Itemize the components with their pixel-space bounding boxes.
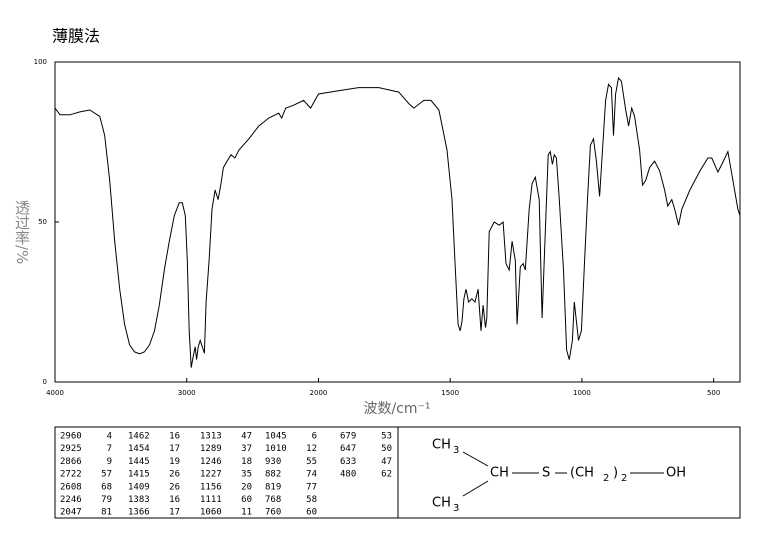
peak-transmittance: 68 (101, 482, 112, 492)
x-tick-label: 4000 (46, 389, 64, 397)
x-tick-label: 2000 (310, 389, 328, 397)
peak-wavenumber: 1246 (200, 457, 222, 467)
atom: CH (490, 466, 509, 481)
peak-wavenumber: 819 (265, 482, 281, 492)
peak-transmittance: 19 (169, 457, 180, 467)
x-axis-label: 波数/cm⁻¹ (363, 401, 430, 417)
structure: CH 3 CH S (CH 2 ) 2 OH CH 3 (432, 438, 686, 515)
peak-wavenumber: 1366 (128, 508, 150, 518)
atom: (CH (570, 466, 594, 481)
peak-transmittance: 7 (107, 444, 112, 454)
peak-wavenumber: 1045 (265, 432, 287, 442)
peak-transmittance: 47 (241, 432, 252, 442)
y-tick-label: 0 (43, 378, 47, 386)
peak-wavenumber: 930 (265, 457, 281, 467)
peak-transmittance: 47 (381, 457, 392, 467)
peak-wavenumber: 1060 (200, 508, 222, 518)
peak-transmittance: 18 (241, 457, 252, 467)
peak-wavenumber: 2866 (60, 457, 82, 467)
peak-transmittance: 57 (101, 470, 112, 480)
peak-transmittance: 58 (306, 495, 317, 505)
peak-transmittance: 81 (101, 508, 112, 518)
peak-transmittance: 20 (241, 482, 252, 492)
subscript: 3 (453, 503, 459, 514)
peak-wavenumber: 633 (340, 457, 356, 467)
x-tick-label: 3000 (178, 389, 196, 397)
peak-transmittance: 53 (381, 432, 392, 442)
peak-transmittance: 79 (101, 495, 112, 505)
peak-wavenumber: 480 (340, 470, 356, 480)
peak-transmittance: 55 (306, 457, 317, 467)
peak-wavenumber: 1409 (128, 482, 150, 492)
peak-transmittance: 12 (306, 444, 317, 454)
peak-wavenumber: 882 (265, 470, 281, 480)
spectrum-line (54, 76, 741, 368)
x-tick-label: 1500 (441, 389, 459, 397)
peak-transmittance: 17 (169, 508, 180, 518)
y-tick-label: 50 (38, 218, 47, 226)
peak-wavenumber: 1415 (128, 470, 150, 480)
peak-transmittance: 62 (381, 470, 392, 480)
subscript: 2 (603, 473, 609, 484)
peak-wavenumber: 1010 (265, 444, 287, 454)
bond (462, 480, 489, 497)
peak-transmittance: 50 (381, 444, 392, 454)
subscript: 2 (621, 473, 627, 484)
peak-wavenumber: 1454 (128, 444, 150, 454)
peak-transmittance: 11 (241, 508, 252, 518)
peak-transmittance: 16 (169, 495, 180, 505)
bond (462, 451, 489, 467)
peak-wavenumber: 647 (340, 444, 356, 454)
peak-transmittance: 77 (306, 482, 317, 492)
x-tick-label: 1000 (573, 389, 591, 397)
y-axis-label: 透过率/% (13, 200, 31, 265)
peak-wavenumber: 2246 (60, 495, 82, 505)
atom: OH (666, 466, 686, 481)
peak-transmittance: 74 (306, 470, 317, 480)
peak-transmittance: 35 (241, 470, 252, 480)
peak-transmittance: 26 (169, 470, 180, 480)
peak-wavenumber: 1289 (200, 444, 222, 454)
peak-transmittance: 17 (169, 444, 180, 454)
atom: CH (432, 496, 451, 511)
peak-transmittance: 9 (107, 457, 112, 467)
peak-transmittance: 6 (312, 432, 317, 442)
paren: ) (613, 466, 618, 481)
chart-title: 薄膜法 (52, 27, 100, 46)
peak-transmittance: 4 (107, 432, 112, 442)
peak-wavenumber: 760 (265, 508, 281, 518)
peak-wavenumber: 1156 (200, 482, 222, 492)
peak-wavenumber: 1445 (128, 457, 150, 467)
peak-wavenumber: 2960 (60, 432, 82, 442)
peak-wavenumber: 2722 (60, 470, 82, 480)
y-tick-label: 100 (34, 58, 47, 66)
plot-frame (54, 61, 741, 383)
peak-transmittance: 60 (306, 508, 317, 518)
atom: S (542, 466, 550, 481)
peak-wavenumber: 679 (340, 432, 356, 442)
peak-wavenumber: 2608 (60, 482, 82, 492)
x-tick-label: 500 (707, 389, 720, 397)
peak-wavenumber: 1462 (128, 432, 150, 442)
peak-wavenumber: 1383 (128, 495, 150, 505)
peak-transmittance: 16 (169, 432, 180, 442)
peak-transmittance: 37 (241, 444, 252, 454)
peak-wavenumber: 768 (265, 495, 281, 505)
peak-wavenumber: 2047 (60, 508, 82, 518)
atom: CH (432, 438, 451, 453)
peak-transmittance: 60 (241, 495, 252, 505)
peak-transmittance: 26 (169, 482, 180, 492)
peak-wavenumber: 2925 (60, 444, 82, 454)
peak-wavenumber: 1227 (200, 470, 222, 480)
subscript: 3 (453, 445, 459, 456)
peak-wavenumber: 1313 (200, 432, 222, 442)
peak-wavenumber: 1111 (200, 495, 222, 505)
